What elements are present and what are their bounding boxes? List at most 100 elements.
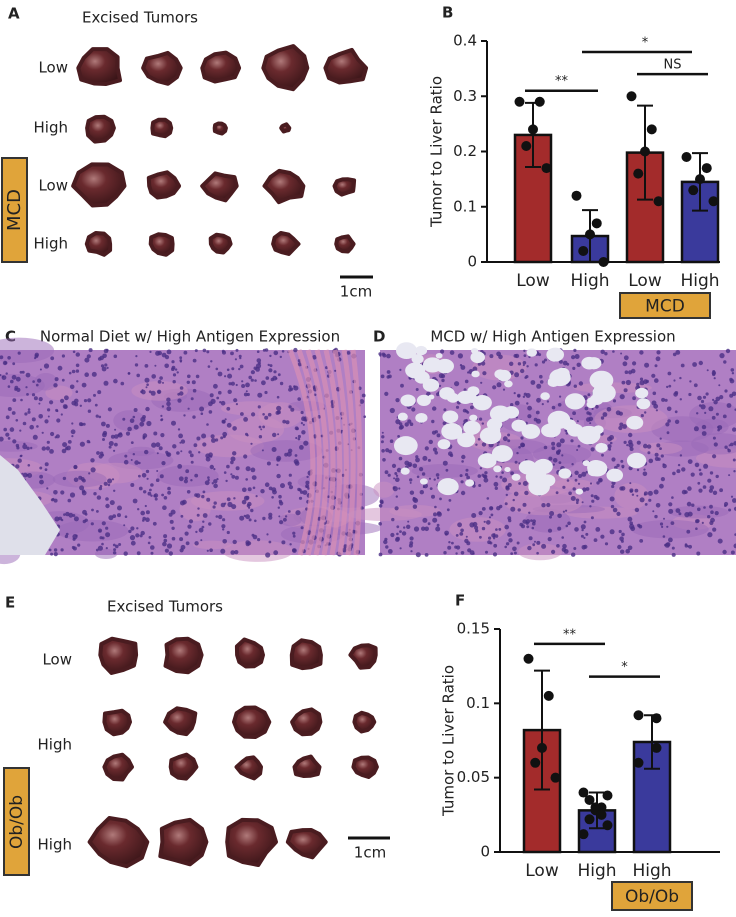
nucleus	[403, 526, 405, 528]
nucleus	[482, 422, 484, 424]
nucleus	[731, 368, 735, 372]
nucleus	[139, 487, 143, 491]
nucleus	[465, 380, 469, 384]
nucleus	[504, 546, 507, 549]
nucleus	[221, 401, 226, 406]
nucleus	[480, 382, 482, 384]
nucleus	[392, 464, 396, 468]
nucleus	[289, 543, 291, 545]
nucleus	[380, 501, 383, 504]
nucleus	[236, 466, 240, 470]
nucleus	[194, 541, 198, 545]
nucleus	[718, 384, 720, 386]
nucleus	[575, 479, 578, 482]
vacuole	[606, 469, 623, 482]
nucleus	[135, 533, 139, 537]
nucleus	[640, 378, 643, 381]
nucleus	[207, 550, 209, 552]
nucleus	[432, 406, 436, 410]
nucleus	[717, 426, 719, 428]
nucleus	[694, 426, 699, 431]
nucleus	[227, 423, 232, 428]
nucleus	[10, 427, 15, 432]
nucleus	[300, 491, 303, 494]
nucleus	[695, 519, 699, 523]
nucleus	[587, 393, 590, 396]
tumor	[160, 820, 206, 864]
nucleus	[506, 494, 508, 496]
nucleus	[171, 367, 175, 371]
nucleus	[245, 496, 249, 500]
nucleus	[229, 382, 232, 385]
nucleus	[461, 455, 465, 459]
nucleus	[167, 543, 172, 548]
nucleus	[559, 461, 562, 464]
x-tick-label: Low	[628, 271, 662, 291]
nucleus	[651, 374, 655, 378]
nucleus	[571, 553, 575, 557]
nucleus	[399, 369, 401, 371]
nucleus	[177, 464, 182, 469]
nucleus	[221, 503, 226, 508]
nucleus	[710, 510, 714, 514]
nucleus	[549, 516, 552, 519]
nucleus	[49, 449, 54, 454]
nucleus	[159, 376, 163, 380]
nucleus	[599, 479, 602, 482]
nucleus	[573, 547, 576, 550]
axis-label: Tumor to Liver Ratio	[428, 76, 446, 228]
nucleus	[133, 453, 135, 455]
nucleus	[16, 444, 19, 447]
nucleus	[145, 407, 149, 411]
nucleus	[117, 513, 121, 517]
nucleus	[434, 451, 438, 455]
nucleus	[699, 472, 703, 476]
nucleus	[91, 509, 94, 512]
nucleus	[579, 381, 583, 385]
nucleus	[286, 420, 290, 424]
nucleus	[590, 482, 592, 484]
nucleus	[36, 425, 39, 428]
nucleus	[185, 532, 189, 536]
nucleus	[15, 419, 18, 422]
vacuole	[512, 474, 521, 481]
nucleus	[708, 406, 713, 411]
nucleus	[307, 487, 310, 490]
nucleus	[180, 450, 182, 452]
nucleus	[430, 487, 433, 490]
vacuole	[497, 370, 511, 381]
nucleus	[167, 491, 171, 495]
nucleus	[455, 552, 457, 554]
nucleus	[428, 522, 431, 525]
nucleus	[466, 536, 468, 538]
nucleus	[187, 375, 191, 379]
nucleus	[185, 469, 189, 473]
nucleus	[680, 398, 682, 400]
nucleus	[244, 515, 246, 517]
nucleus	[290, 408, 294, 412]
nucleus	[105, 532, 110, 537]
nucleus	[278, 515, 280, 517]
nucleus	[518, 508, 521, 511]
nucleus	[563, 511, 565, 513]
nucleus	[210, 465, 214, 469]
nucleus	[589, 422, 591, 424]
nucleus	[515, 401, 520, 406]
nucleus	[45, 468, 48, 471]
nucleus	[626, 444, 628, 446]
tumor	[325, 50, 366, 83]
nucleus	[151, 443, 156, 448]
nucleus	[603, 412, 608, 417]
nucleus	[616, 410, 621, 415]
nucleus	[190, 454, 194, 458]
nucleus	[272, 433, 276, 437]
nucleus	[54, 548, 57, 551]
nucleus	[461, 460, 464, 463]
nucleus	[206, 350, 209, 353]
nucleus	[212, 482, 214, 484]
nucleus	[714, 442, 718, 446]
nucleus	[292, 532, 295, 535]
nucleus	[612, 350, 615, 353]
data-point	[528, 124, 538, 134]
nucleus	[666, 526, 668, 528]
